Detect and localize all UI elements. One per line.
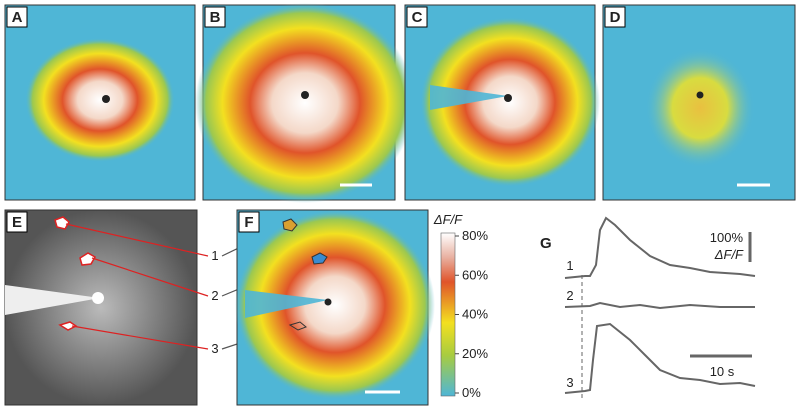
roi-label: 2 xyxy=(211,288,218,303)
panel-label: A xyxy=(12,9,23,26)
colorbar: ΔF/F 80% 60% 40% 20% 0% xyxy=(433,212,489,400)
amplitude-unit: ΔF/F xyxy=(714,247,744,262)
panel-label: E xyxy=(12,214,22,231)
panel-label: C xyxy=(412,9,423,26)
panel-c: C xyxy=(404,4,600,201)
colorbar-tick-label: 40% xyxy=(462,307,488,322)
time-scale: 10 s xyxy=(710,364,735,379)
trace-label: 1 xyxy=(566,258,573,273)
panel-a: A xyxy=(4,4,196,201)
colorbar-tick-label: 0% xyxy=(462,385,481,400)
roi-label: 3 xyxy=(211,341,218,356)
colorbar-title: ΔF/F xyxy=(433,212,463,227)
trace-label: 2 xyxy=(566,288,573,303)
panel-b: B xyxy=(195,3,415,203)
roi-label: 1 xyxy=(211,248,218,263)
panel-e: E xyxy=(4,209,198,406)
panel-label: F xyxy=(244,214,253,231)
panel-label: G xyxy=(540,235,552,252)
panel-f: F xyxy=(235,209,435,406)
panel-g: G 1 2 3 100% ΔF/F 10 s xyxy=(540,216,756,398)
trace-label: 3 xyxy=(566,375,573,390)
amplitude-scale: 100% xyxy=(710,230,744,245)
panel-d: D xyxy=(602,4,796,201)
colorbar-tick-label: 60% xyxy=(462,267,488,282)
colorbar-tick-label: 80% xyxy=(462,228,488,243)
colorbar-tick-label: 20% xyxy=(462,346,488,361)
panel-label: B xyxy=(210,9,221,26)
panel-label: D xyxy=(610,9,621,26)
